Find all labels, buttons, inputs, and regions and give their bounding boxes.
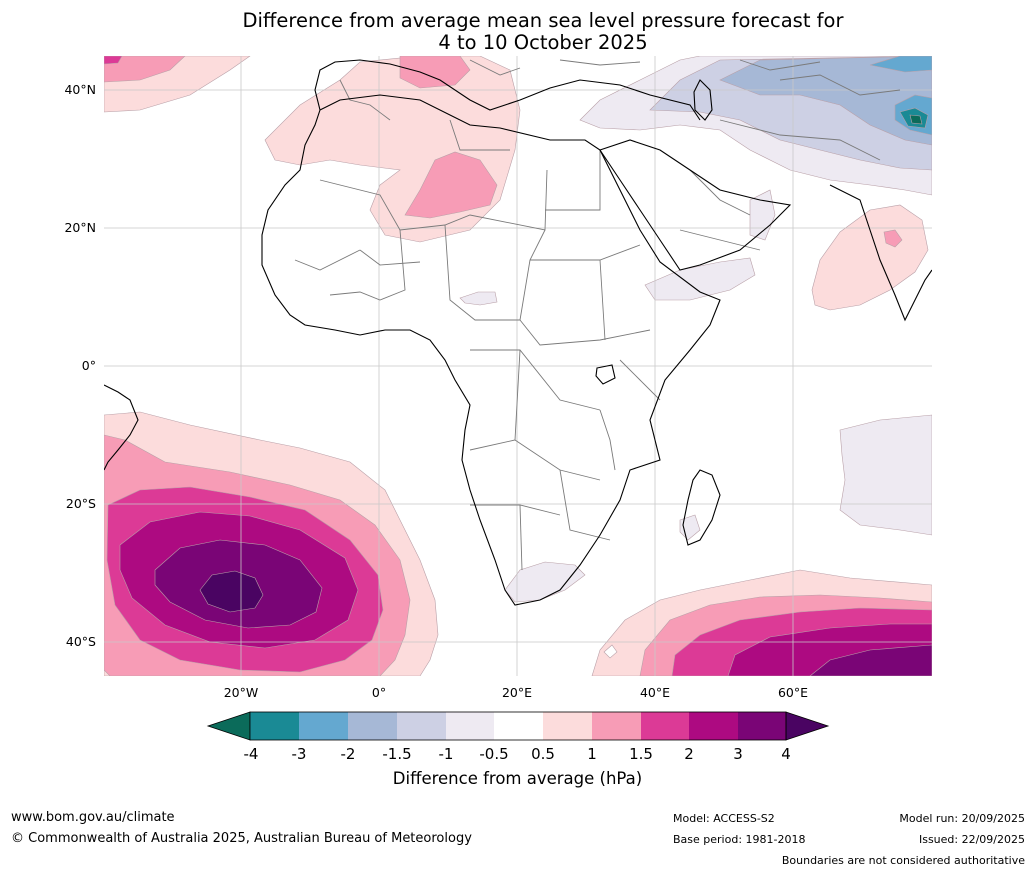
y-tick-label: 40°S [65,634,96,649]
colorbar-tick-label: -3 [291,745,307,763]
colorbar-tick-label: 2 [684,745,694,763]
caspian-coastline [693,79,713,121]
title-line-1: Difference from average mean sea level p… [242,9,844,32]
colorbar-segment [738,712,786,740]
title-line-2: 4 to 10 October 2025 [438,31,648,54]
colorbar-arrow-low [206,711,251,741]
arabia-coastline [599,139,792,271]
india-coastline [829,184,932,322]
footer-model: Model: ACCESS-S2 [673,812,775,825]
map-title: Difference from average mean sea level p… [0,10,1035,54]
footer-issued: Issued: 22/09/2025 [918,833,1025,846]
colorbar-segment [348,712,397,740]
x-tick-label: 20°E [501,685,533,700]
x-tick-label: 40°E [639,685,671,700]
colorbar-segment [250,712,299,740]
colorbar-segment [543,712,592,740]
y-tick-label: 20°N [64,220,96,235]
x-tick-label: 20°W [223,685,259,700]
x-tick-label: 0° [371,685,387,700]
country-borders [294,59,901,571]
colorbar-arrow-high [785,711,830,741]
colorbar-tick-label: 4 [781,745,791,763]
footer-copyright: © Commonwealth of Australia 2025, Austra… [11,831,472,846]
colorbar-tick-label: -0.5 [479,745,509,763]
colorbar-tick-label: -4 [243,745,259,763]
lake-victoria-coastline [595,364,616,385]
madagascar-coastline [682,469,721,546]
south-america-coastline [104,384,139,471]
y-tick-label: 20°S [65,496,96,511]
colorbar-tick-label: -1 [438,745,454,763]
africa-coastline [261,94,721,606]
colorbar-tick-label: 1.5 [629,745,653,763]
india-positive-anomaly [811,204,929,311]
colorbar-label: Difference from average (hPa) [392,769,643,788]
colorbar-segment [641,712,689,740]
colorbar-tick-label: -2 [340,745,356,763]
footer-boundaries-note: Boundaries are not considered authoritat… [781,854,1025,867]
y-tick-label: 0° [81,358,96,373]
x-tick-label: 60°E [777,685,809,700]
south-atlantic-positive-anomaly [104,411,439,676]
footer-model-run: Model run: 20/09/2025 [899,812,1025,825]
europe-coastline [314,59,701,121]
colorbar-tick-label: 3 [733,745,743,763]
colorbar-tick-label: 1 [587,745,597,763]
colorbar-segment [689,712,738,740]
colorbar-segment [446,712,494,740]
asia-negative-anomaly [459,56,932,603]
north-africa-positive-anomaly [104,56,521,243]
colorbar-tick-label: -1.5 [382,745,412,763]
y-tick-label: 40°N [64,82,96,97]
footer-base-period: Base period: 1981-2018 [673,833,806,846]
colorbar-segment [592,712,641,740]
footer-url: www.bom.gov.au/climate [11,810,175,825]
colorbar-tick-label: 0.5 [531,745,555,763]
colorbar-segment [299,712,348,740]
colorbar [206,711,830,741]
graticule [104,56,932,676]
colorbar-segment [397,712,446,740]
coastlines [104,59,932,606]
colorbar-segment [494,712,543,740]
